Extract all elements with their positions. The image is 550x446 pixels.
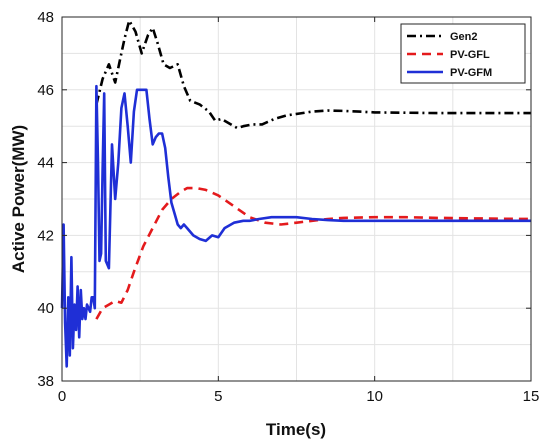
x-tick-label: 5 <box>214 388 222 405</box>
y-tick-label: 44 <box>37 155 54 172</box>
series-layer <box>60 19 532 368</box>
x-tick-label: 10 <box>366 388 383 405</box>
x-axis-label: Time(s) <box>266 420 326 439</box>
y-axis-label: Active Power(MW) <box>9 125 28 273</box>
plot-frame <box>61 16 532 382</box>
series-line-pv-gfm <box>60 84 531 368</box>
y-tick-label: 42 <box>37 227 54 244</box>
y-tick-label: 40 <box>37 300 54 317</box>
x-tick-label: 0 <box>58 388 66 405</box>
legend-label-pv-gfl: PV-GFL <box>450 49 490 61</box>
legend: Gen2 PV-GFL PV-GFM <box>400 23 526 84</box>
y-tick-label: 46 <box>37 82 54 99</box>
legend-label-pv-gfm: PV-GFM <box>450 67 492 79</box>
axis-ticks: 0 5 10 15 38 40 42 44 46 48 <box>37 9 539 405</box>
series-line-gen2 <box>95 19 531 130</box>
legend-label-gen2: Gen2 <box>450 31 478 43</box>
series-line-pv-gfl <box>95 186 532 320</box>
y-tick-label: 38 <box>37 373 54 390</box>
x-tick-label: 15 <box>523 388 540 405</box>
y-tick-label: 48 <box>37 9 54 26</box>
